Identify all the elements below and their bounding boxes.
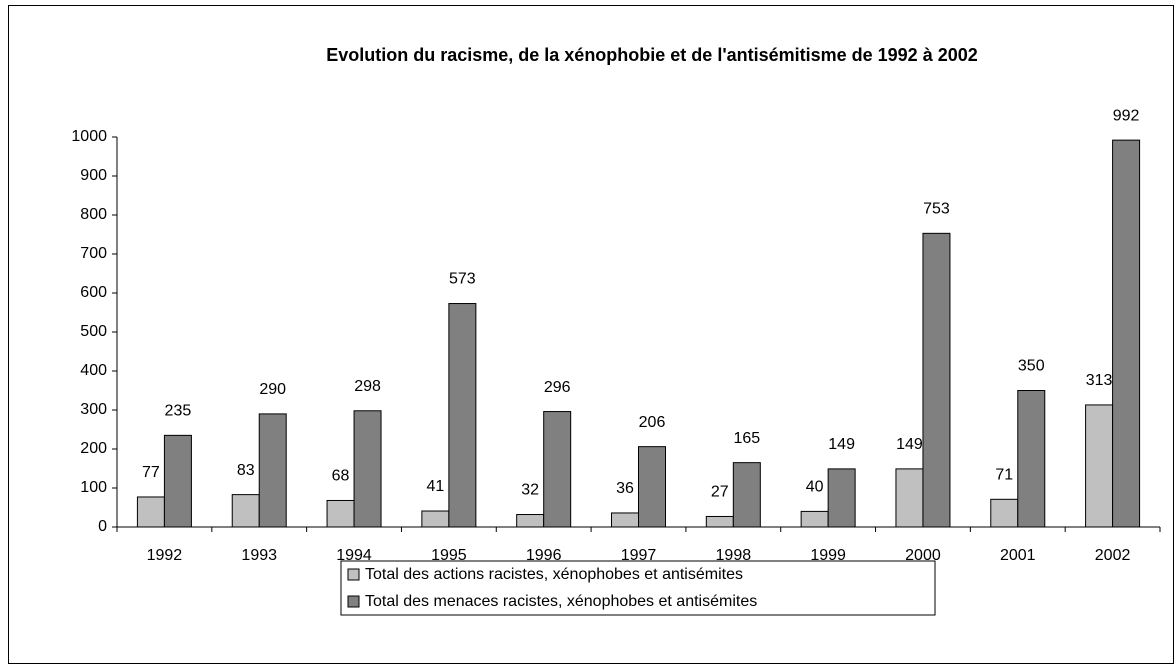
y-tick-label: 700 bbox=[80, 245, 107, 262]
legend-label: Total des actions racistes, xénophobes e… bbox=[365, 566, 743, 583]
data-label: 40 bbox=[806, 479, 824, 496]
bar bbox=[163, 434, 192, 528]
data-label: 992 bbox=[1113, 107, 1140, 124]
legend-label: Total des menaces racistes, xénophobes e… bbox=[365, 593, 757, 610]
x-tick-label: 1995 bbox=[431, 547, 467, 564]
legend-box bbox=[340, 560, 936, 616]
data-label: 83 bbox=[237, 462, 255, 479]
y-tick-label: 400 bbox=[80, 362, 107, 379]
bar bbox=[611, 512, 639, 528]
bar bbox=[1085, 404, 1114, 528]
y-tick-label: 300 bbox=[80, 401, 107, 418]
bar bbox=[827, 468, 856, 528]
y-tick-label: 500 bbox=[80, 323, 107, 340]
bar bbox=[326, 499, 355, 528]
chart-title: Evolution du racisme, de la xénophobie e… bbox=[326, 45, 978, 65]
data-label: 206 bbox=[639, 414, 666, 431]
data-label: 298 bbox=[354, 378, 381, 395]
bar bbox=[895, 468, 924, 528]
x-tick-label: 2001 bbox=[1000, 547, 1036, 564]
x-tick-label: 1997 bbox=[621, 547, 657, 564]
y-tick-label: 200 bbox=[80, 440, 107, 457]
data-label: 27 bbox=[711, 484, 729, 501]
x-tick-label: 1999 bbox=[810, 547, 846, 564]
x-tick-label: 1993 bbox=[241, 547, 277, 564]
bar bbox=[258, 413, 287, 528]
data-label: 753 bbox=[923, 201, 950, 218]
bar bbox=[638, 446, 666, 528]
bar bbox=[448, 303, 477, 528]
y-tick-label: 900 bbox=[80, 167, 107, 184]
x-tick-label: 1992 bbox=[147, 547, 183, 564]
bar bbox=[1017, 390, 1046, 528]
bar bbox=[136, 496, 165, 528]
data-label: 235 bbox=[165, 403, 192, 420]
legend-swatch bbox=[347, 568, 360, 581]
data-label: 41 bbox=[426, 478, 444, 495]
data-label: 350 bbox=[1018, 358, 1045, 375]
bar bbox=[732, 462, 761, 528]
data-label: 32 bbox=[521, 482, 539, 499]
data-label: 36 bbox=[616, 480, 634, 497]
y-tick-label: 100 bbox=[80, 479, 107, 496]
bar bbox=[353, 410, 382, 528]
y-tick-label: 0 bbox=[98, 518, 107, 535]
bar bbox=[516, 514, 545, 528]
bar bbox=[705, 515, 734, 528]
data-label: 296 bbox=[544, 379, 571, 396]
bar bbox=[231, 494, 260, 528]
bar bbox=[1112, 139, 1141, 528]
data-label: 149 bbox=[896, 436, 923, 453]
data-label: 68 bbox=[332, 468, 350, 485]
y-tick-label: 600 bbox=[80, 284, 107, 301]
x-tick-label: 2000 bbox=[905, 547, 941, 564]
x-tick-label: 1998 bbox=[716, 547, 752, 564]
data-label: 165 bbox=[733, 430, 760, 447]
x-tick-label: 1994 bbox=[336, 547, 372, 564]
x-tick-label: 2002 bbox=[1095, 547, 1131, 564]
y-tick-label: 1000 bbox=[71, 128, 107, 145]
data-label: 290 bbox=[259, 381, 286, 398]
data-label: 149 bbox=[828, 436, 855, 453]
bar bbox=[922, 232, 951, 528]
bar bbox=[543, 411, 572, 528]
y-tick-label: 800 bbox=[80, 206, 107, 223]
bar bbox=[800, 510, 829, 528]
data-label: 313 bbox=[1086, 372, 1113, 389]
data-label: 77 bbox=[142, 464, 160, 481]
bar bbox=[990, 498, 1019, 528]
data-label: 573 bbox=[449, 271, 476, 288]
chart-frame bbox=[8, 5, 1174, 664]
data-label: 71 bbox=[995, 467, 1013, 484]
legend-swatch bbox=[347, 595, 360, 608]
bar bbox=[421, 510, 450, 528]
x-tick-label: 1996 bbox=[526, 547, 562, 564]
